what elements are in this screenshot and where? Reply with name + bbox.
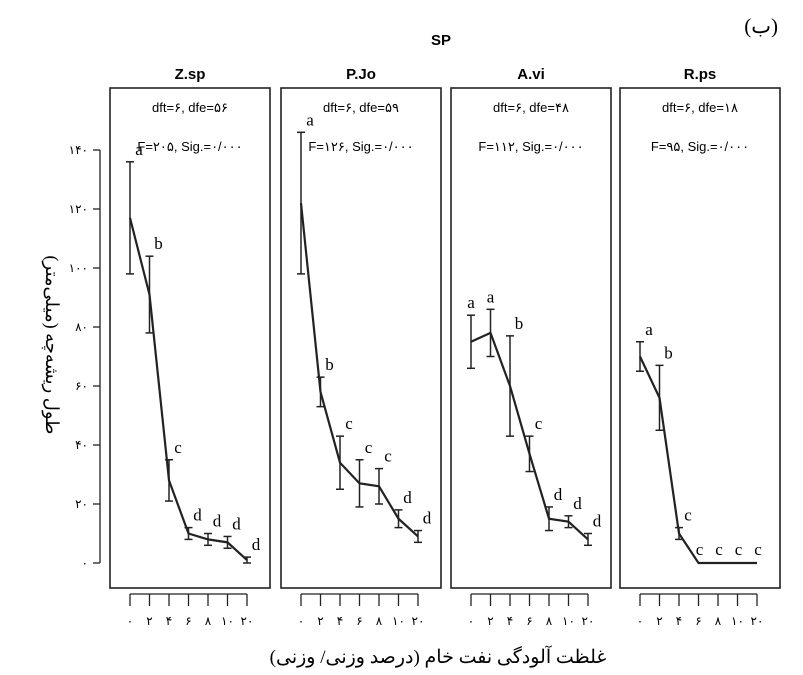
panel-title: A.vi xyxy=(517,66,545,83)
panel-stat-df: dft=۶, dfe=۵۶ xyxy=(152,100,228,115)
panel-stat-df: dft=۶, dfe=۵۹ xyxy=(323,100,399,115)
significance-letter: d xyxy=(403,488,412,507)
x-tick-label: ۴ xyxy=(676,614,682,628)
x-tick-label: ۱۰ xyxy=(221,614,234,628)
series-line xyxy=(470,331,589,541)
x-tick-label: ۶ xyxy=(695,614,701,628)
y-tick-label: ۰ xyxy=(82,556,88,570)
x-tick-label: ۰ xyxy=(298,614,304,628)
significance-letter: b xyxy=(325,355,334,374)
panel-pjo: P.Jo dft=۶, dfe=۵۹ F=۱۲۶, Sig.=۰/۰۰۰ ۰ ۲ ۴ ۶ ۸ ۱… xyxy=(280,66,442,628)
series-line xyxy=(299,202,419,538)
significance-letter: a xyxy=(135,140,143,159)
significance-letter: c xyxy=(696,540,704,559)
significance-letter: a xyxy=(467,293,475,312)
x-tick-label: ۸ xyxy=(715,614,722,628)
significance-letter: d xyxy=(593,512,602,531)
panel-frame xyxy=(619,87,781,589)
significance-letter: c xyxy=(384,447,392,466)
y-tick-label: ۶۰ xyxy=(75,379,88,393)
x-tick-label: ۲۰ xyxy=(582,614,595,628)
significance-letter: c xyxy=(535,414,543,433)
x-tick-label: ۰ xyxy=(637,614,643,628)
series-line xyxy=(639,356,757,565)
x-tick-label: ۴ xyxy=(337,614,343,628)
significance-letter: c xyxy=(684,506,692,525)
x-tick-label: ۴ xyxy=(166,614,172,628)
significance-letter: c xyxy=(754,540,762,559)
significance-letter: d xyxy=(573,494,582,513)
y-tick-label: ۲۰ xyxy=(75,497,88,511)
panel-title: P.Jo xyxy=(346,66,376,83)
significance-letter: b xyxy=(154,234,163,253)
x-tick-label: ۶ xyxy=(185,614,191,628)
significance-letter: d xyxy=(423,509,432,528)
significance-letter: b xyxy=(664,343,673,362)
y-tick-label: ۸۰ xyxy=(75,320,88,334)
panel-rps: R.ps dft=۶, dfe=۱۸ F=۹۵, Sig.=۰/۰۰۰ ۰ ۲ ۴ ۶ ۸ ۱۰… xyxy=(619,66,781,628)
significance-letter: d xyxy=(252,535,261,554)
panel-label: (ب) xyxy=(744,14,778,38)
x-tick-label: ۱۰ xyxy=(392,614,405,628)
x-tick-label: ۲ xyxy=(487,614,493,628)
x-tick-label: ۲۰ xyxy=(412,614,425,628)
x-tick-label: ۸ xyxy=(546,614,553,628)
significance-letter: a xyxy=(487,287,495,306)
significance-letter: b xyxy=(515,314,524,333)
panel-stat-f: F=۱۲۶, Sig.=۰/۰۰۰ xyxy=(308,139,413,154)
y-axis: ۰ ۲۰ ۴۰ ۶۰ ۸۰ ۱۰۰ ۱۲۰ ۱۴۰ xyxy=(69,143,101,570)
x-tick-label: ۲ xyxy=(656,614,662,628)
significance-letter: d xyxy=(213,512,222,531)
x-tick-label: ۲ xyxy=(146,614,152,628)
significance-letter: d xyxy=(554,485,563,504)
x-axis-label: غلظت آلودگی نفت خام (درصد وزنی/ وزنی) xyxy=(270,645,607,668)
panel-stat-f: F=۱۱۲, Sig.=۰/۰۰۰ xyxy=(478,139,583,154)
panel-frame xyxy=(450,87,612,589)
significance-letter: a xyxy=(645,320,653,339)
significance-letter: c xyxy=(365,438,373,457)
significance-letter: d xyxy=(193,506,202,525)
significance-letter: d xyxy=(232,514,241,533)
significance-letter: a xyxy=(306,110,314,129)
panel-stat-df: dft=۶, dfe=۱۸ xyxy=(662,100,738,115)
x-tick-label: ۲۰ xyxy=(241,614,254,628)
y-tick-label: ۱۴۰ xyxy=(69,143,88,157)
panel-avi: A.vi dft=۶, dfe=۴۸ F=۱۱۲, Sig.=۰/۰۰۰ ۰ ۲ ۴ ۶ ۸ ۱… xyxy=(450,66,612,628)
panel-title: R.ps xyxy=(684,66,717,83)
panel-frame xyxy=(109,87,271,589)
x-tick-label: ۲۰ xyxy=(751,614,764,628)
panel-stat-f: F=۲۰۵, Sig.=۰/۰۰۰ xyxy=(137,139,242,154)
y-axis-label: طول ریشه‌چه (میلی‌متر) xyxy=(41,256,62,435)
panel-zsp: Z.sp dft=۶, dfe=۵۶ F=۲۰۵, Sig.=۰/۰۰۰ ۰ ۲ ۴ ۶ ۸ ۱… xyxy=(109,66,271,628)
x-tick-label: ۲ xyxy=(317,614,323,628)
y-tick-label: ۱۲۰ xyxy=(69,202,88,216)
x-tick-label: ۶ xyxy=(356,614,362,628)
panel-stat-f: F=۹۵, Sig.=۰/۰۰۰ xyxy=(651,139,749,154)
significance-letter: c xyxy=(715,540,723,559)
series-line xyxy=(128,217,248,561)
x-tick-label: ۱۰ xyxy=(731,614,744,628)
chart-title: SP xyxy=(431,32,451,49)
x-tick-label: ۸ xyxy=(376,614,383,628)
x-tick-label: ۰ xyxy=(468,614,474,628)
panel-stat-df: dft=۶, dfe=۴۸ xyxy=(493,100,569,115)
x-tick-label: ۴ xyxy=(507,614,513,628)
y-tick-label: ۱۰۰ xyxy=(69,261,88,275)
x-tick-label: ۸ xyxy=(205,614,212,628)
y-tick-label: ۴۰ xyxy=(75,438,88,452)
x-tick-label: ۰ xyxy=(127,614,133,628)
significance-letter: c xyxy=(735,540,743,559)
significance-letter: c xyxy=(345,414,353,433)
significance-letter: c xyxy=(174,438,182,457)
x-tick-label: ۶ xyxy=(526,614,532,628)
panel-title: Z.sp xyxy=(175,66,206,83)
panel-frame xyxy=(280,87,442,589)
x-tick-label: ۱۰ xyxy=(562,614,575,628)
